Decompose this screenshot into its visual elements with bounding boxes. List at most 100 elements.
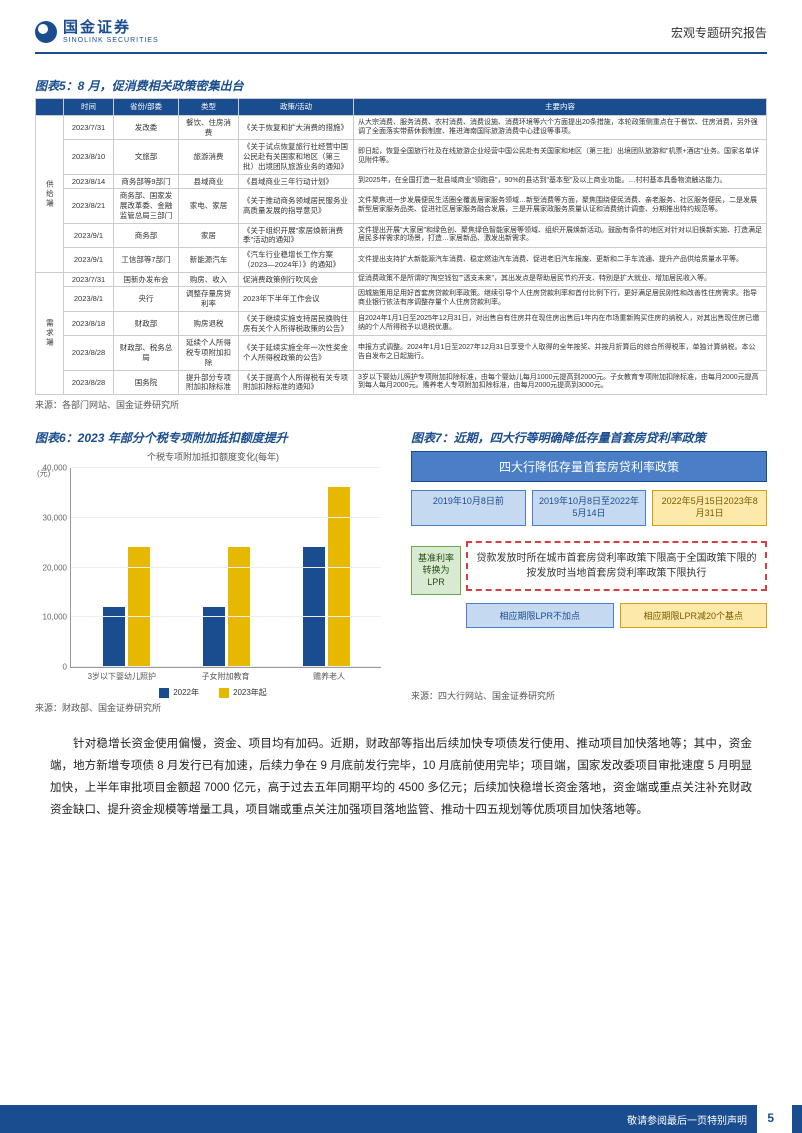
center-policy-text: 贷款发放时所在城市首套房贷利率政策下限高于全国政策下限的 按发放时当地首套房贷利… — [466, 541, 767, 591]
table5-col-header: 政策/活动 — [239, 99, 354, 116]
cell-policy: 《关于组织开展"家居焕新消费季"活动的通知》 — [239, 223, 354, 248]
legend-swatch — [159, 688, 169, 698]
cell-content: 从大宗消费、服务消费、农村消费、消费设施、消费环境等六个方面提出20条措施，本轮… — [354, 115, 767, 140]
legend-label: 2023年起 — [233, 687, 267, 698]
cell-type: 旅游消费 — [179, 140, 239, 174]
table-row: 2023/8/28财政部、税务总局延续个人所得税专项附加扣除《关于延续实施全年一… — [36, 336, 767, 370]
chart7-diagram: 四大行降低存量首套房贷利率政策 2019年10月8日前2019年10月8日至20… — [411, 451, 767, 686]
x-label: 赡养老人 — [277, 671, 381, 682]
cell-dept: 工信部等7部门 — [114, 248, 179, 273]
cell-content: 到2025年，在全国打造一批县域商业"领跑县"，90%的县达到"基本型"及以上商… — [354, 174, 767, 189]
cell-policy: 《关于继续实施支持居民换购住房有关个人所得税政策的公告》 — [239, 311, 354, 336]
table5-col-header: 省份/部委 — [114, 99, 179, 116]
table-row: 2023/8/28国务院提升部分专项附加扣除标准《关于提高个人所得税有关专项附加… — [36, 370, 767, 395]
cell-policy: 促消费政策例行吹风会 — [239, 272, 354, 287]
table-row: 2023/8/18财政部购房退税《关于继续实施支持居民换购住房有关个人所得税政策… — [36, 311, 767, 336]
period-box: 2022年5月15日2023年8月31日 — [652, 490, 767, 525]
cell-dept: 文旅部 — [114, 140, 179, 174]
table-row: 2023/9/1工信部等7部门新能源汽车《汽车行业稳增长工作方案（2023—20… — [36, 248, 767, 273]
y-tick: 30,000 — [43, 513, 67, 522]
bar-group — [203, 547, 250, 667]
cell-date: 2023/8/28 — [64, 370, 114, 395]
table-row: 需求端2023/7/31国新办发布会购房、收入促消费政策例行吹风会促消费政策不是… — [36, 272, 767, 287]
table5-col-header — [36, 99, 64, 116]
cell-date: 2023/7/31 — [64, 272, 114, 287]
cell-date: 2023/8/21 — [64, 189, 114, 223]
cell-date: 2023/8/1 — [64, 287, 114, 312]
lpr-conversion-box: 基准利率转换为LPR — [411, 546, 461, 595]
legend-item: 2023年起 — [219, 687, 267, 698]
body-paragraph: 针对稳增长资金使用偏慢，资金、项目均有加码。近期，财政部等指出后续加快专项债发行… — [50, 734, 752, 821]
bar — [228, 547, 250, 667]
logo-cn-text: 国金证券 — [63, 20, 159, 37]
footer-disclaimer: 敬请参阅最后一页特别声明 — [15, 1112, 787, 1127]
page-header: 国金证券 SINOLINK SECURITIES 宏观专题研究报告 — [0, 0, 802, 52]
group-label: 供给端 — [36, 115, 64, 272]
y-tick: 20,000 — [43, 563, 67, 572]
cell-policy: 《县域商业三年行动计划》 — [239, 174, 354, 189]
bar — [328, 487, 350, 667]
chart7-header: 四大行降低存量首套房贷利率政策 — [411, 451, 767, 482]
period-box: 2019年10月8日至2022年5月14日 — [532, 490, 647, 525]
chart6-x-labels: 3岁以下婴幼儿照护子女附加教育赡养老人 — [70, 671, 381, 682]
logo-en-text: SINOLINK SECURITIES — [63, 37, 159, 45]
table5-col-header: 主要内容 — [354, 99, 767, 116]
cell-content: 即日起，恢复全国旅行社及在线旅游企业经营中国公民赴有关国家和地区（第三批）出境团… — [354, 140, 767, 174]
cell-policy: 《关于延续实施全年一次性奖金个人所得税政策的公告》 — [239, 336, 354, 370]
cell-date: 2023/9/1 — [64, 248, 114, 273]
cell-dept: 商务部、国家发展改革委、金融监管总局三部门 — [114, 189, 179, 223]
legend-label: 2022年 — [173, 687, 199, 698]
cell-type: 购房退税 — [179, 311, 239, 336]
cell-date: 2023/8/10 — [64, 140, 114, 174]
cell-content: 因城施策用足用好首套房贷款利率政策。继续引导个人住房贷款利率和首付比例下行，更好… — [354, 287, 767, 312]
cell-policy: 《关于试点恢复旅行社经营中国公民赴有关国家和地区（第三批）出境团队旅游业务的通知… — [239, 140, 354, 174]
cell-type: 新能源汽车 — [179, 248, 239, 273]
cell-content: 文件聚焦进一步发展便民生活圈全覆盖居家服务领域…新型消费等方面，聚焦围绕便民消费… — [354, 189, 767, 223]
legend-item: 2022年 — [159, 687, 199, 698]
result-box: 相应期限LPR减20个基点 — [620, 603, 768, 628]
chart7-title: 图表7：近期，四大行等明确降低存量首套房贷利率政策 — [411, 429, 767, 446]
cell-type: 提升部分专项附加扣除标准 — [179, 370, 239, 395]
chart6-title: 图表6：2023 年部分个税专项附加抵扣额度提升 — [35, 429, 391, 446]
cell-content: 自2024年1月1日至2025年12月31日，对出售自有住房并在现住房出售后1年… — [354, 311, 767, 336]
page-number: 5 — [757, 1103, 792, 1133]
cell-date: 2023/7/31 — [64, 115, 114, 140]
cell-type: 延续个人所得税专项附加扣除 — [179, 336, 239, 370]
cell-policy: 《汽车行业稳增长工作方案（2023—2024年）》的通知》 — [239, 248, 354, 273]
cell-type: 餐饮、住房消费 — [179, 115, 239, 140]
table5-col-header: 时间 — [64, 99, 114, 116]
cell-dept: 发改委 — [114, 115, 179, 140]
table-row: 2023/9/1商务部家居《关于组织开展"家居焕新消费季"活动的通知》文件提出开… — [36, 223, 767, 248]
table5-col-header: 类型 — [179, 99, 239, 116]
chart6-source: 来源：财政部、国金证券研究所 — [35, 701, 391, 714]
cell-date: 2023/8/28 — [64, 336, 114, 370]
table-row: 2023/8/10文旅部旅游消费《关于试点恢复旅行社经营中国公民赴有关国家和地区… — [36, 140, 767, 174]
cell-content: 3岁以下婴幼儿照护专项附加扣除标准，由每个婴幼儿每月1000元提高到2000元。… — [354, 370, 767, 395]
table-row: 2023/8/1央行调整存量房贷利率2023年下半年工作会议因城施策用足用好首套… — [36, 287, 767, 312]
bar-group — [303, 487, 350, 667]
y-tick: 0 — [63, 663, 67, 672]
bar-group — [103, 547, 150, 667]
bar — [303, 547, 325, 667]
x-label: 3岁以下婴幼儿照护 — [70, 671, 174, 682]
cell-dept: 央行 — [114, 287, 179, 312]
cell-date: 2023/9/1 — [64, 223, 114, 248]
cell-type: 调整存量房贷利率 — [179, 287, 239, 312]
cell-type: 家电、家居 — [179, 189, 239, 223]
cell-policy: 2023年下半年工作会议 — [239, 287, 354, 312]
bar — [128, 547, 150, 667]
cell-content: 文件提出开展"大家居"和绿色创、聚焦绿色智能家居等领域、组织开展焕新活动。鼓励有… — [354, 223, 767, 248]
logo-icon — [35, 21, 57, 43]
company-logo: 国金证券 SINOLINK SECURITIES — [35, 20, 159, 44]
page-footer: 敬请参阅最后一页特别声明 5 — [0, 1105, 802, 1133]
cell-dept: 财政部、税务总局 — [114, 336, 179, 370]
cell-content: 申报方式调整。2024年1月1日至2027年12月31日享受个人取得的全年按奖、… — [354, 336, 767, 370]
x-label: 子女附加教育 — [174, 671, 278, 682]
chart6-plot-area: 010,00020,00030,00040,000 — [70, 468, 381, 668]
cell-dept: 商务部 — [114, 223, 179, 248]
y-tick: 40,000 — [43, 464, 67, 473]
table5-title: 图表5：8 月，促消费相关政策密集出台 — [35, 77, 767, 94]
chart7-source: 来源：四大行网站、国金证券研究所 — [411, 689, 767, 702]
table5-source: 来源：各部门网站、国金证券研究所 — [35, 398, 767, 411]
y-tick: 10,000 — [43, 613, 67, 622]
